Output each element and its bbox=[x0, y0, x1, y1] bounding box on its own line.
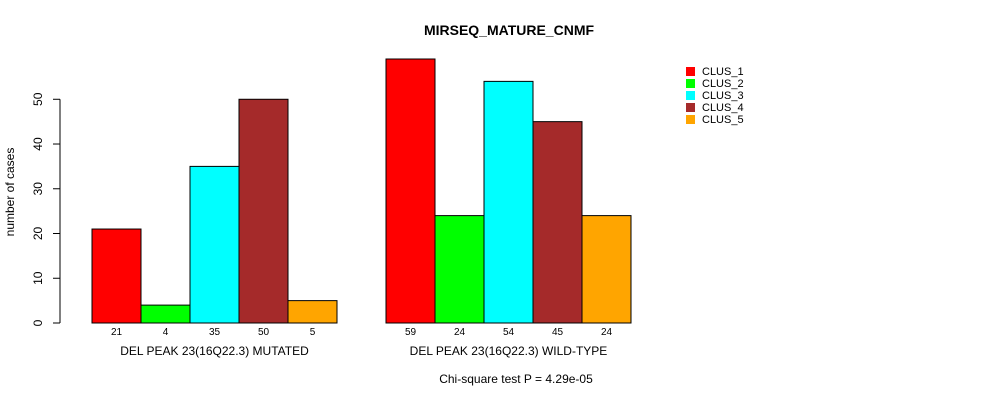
bar-count-label: 45 bbox=[552, 327, 564, 338]
chart-title: MIRSEQ_MATURE_CNMF bbox=[424, 22, 595, 38]
bar-clus_1 bbox=[91, 228, 142, 324]
bar-count-label: 24 bbox=[454, 327, 466, 338]
bar-count-label: 35 bbox=[209, 327, 221, 338]
bar-clus_4 bbox=[238, 98, 289, 324]
y-tick-label: 30 bbox=[31, 182, 45, 196]
y-axis: 0 10 20 30 40 50 bbox=[31, 92, 61, 326]
y-tick-label: 0 bbox=[31, 319, 45, 326]
bar-count-label: 21 bbox=[111, 327, 123, 338]
legend-swatch bbox=[686, 67, 695, 76]
bar-clus_2 bbox=[434, 215, 485, 324]
bar-count-label: 24 bbox=[601, 327, 613, 338]
bar-count-label: 5 bbox=[310, 327, 316, 338]
y-tick-label: 50 bbox=[31, 92, 45, 106]
legend-label: CLUS_2 bbox=[702, 78, 744, 90]
chi-square-footnote: Chi-square test P = 4.29e-05 bbox=[439, 372, 593, 386]
legend-label: CLUS_3 bbox=[702, 90, 744, 102]
bar-count-label: 4 bbox=[163, 327, 169, 338]
legend-swatch bbox=[686, 91, 695, 100]
y-axis-label: number of cases bbox=[3, 148, 17, 237]
legend-label: CLUS_1 bbox=[702, 66, 744, 78]
legend-label: CLUS_4 bbox=[702, 102, 744, 114]
bar-clus_4 bbox=[532, 121, 583, 324]
bar-clus_3 bbox=[189, 165, 240, 324]
y-tick-label: 20 bbox=[31, 227, 45, 241]
y-tick-label: 10 bbox=[31, 271, 45, 285]
bar-clus_5 bbox=[581, 215, 632, 324]
y-tick-label: 40 bbox=[31, 137, 45, 151]
bar-clus_3 bbox=[483, 80, 534, 324]
legend-swatch bbox=[686, 103, 695, 112]
legend-swatch bbox=[686, 115, 695, 124]
legend-swatch bbox=[686, 79, 695, 88]
legend-label: CLUS_5 bbox=[702, 114, 744, 126]
bar-count-label: 50 bbox=[258, 327, 270, 338]
bar-clus_2 bbox=[140, 304, 191, 324]
group-label: DEL PEAK 23(16Q22.3) WILD-TYPE bbox=[410, 344, 608, 358]
bar-clus_5 bbox=[287, 300, 338, 324]
bar-clus_1 bbox=[385, 58, 436, 324]
bar-count-label: 54 bbox=[503, 327, 515, 338]
bar-count-label: 59 bbox=[405, 327, 417, 338]
group-label: DEL PEAK 23(16Q22.3) MUTATED bbox=[120, 344, 309, 358]
